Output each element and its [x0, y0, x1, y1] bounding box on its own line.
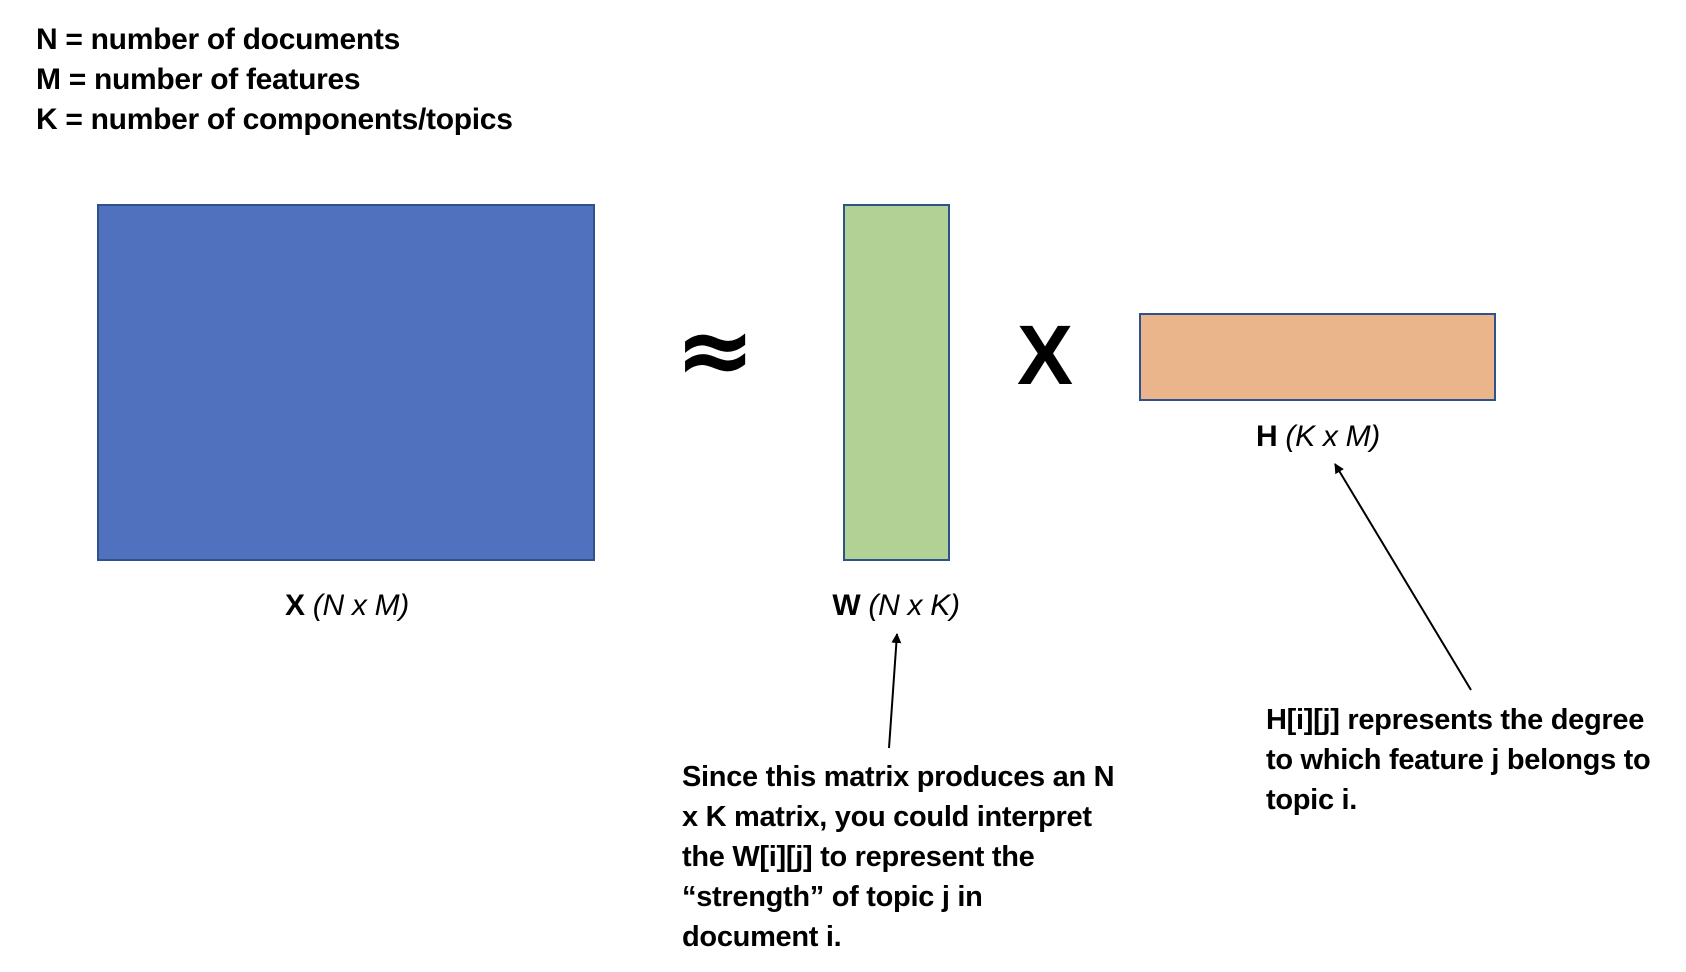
matrix-h-label: H (K x M) [1168, 419, 1468, 455]
definition-n: N = number of documents [36, 23, 400, 56]
matrix-x-name: X [285, 589, 305, 622]
approx-symbol: ≈ [675, 294, 756, 406]
annotation-h-explanation: H[i][j] represents the degree to which f… [1266, 704, 1651, 816]
matrix-w-label: W (N x K) [746, 588, 1046, 624]
arrow-to-h-label [1334, 463, 1472, 691]
matrix-h-rect [1139, 313, 1496, 401]
matrix-h-dims: (K x M) [1285, 420, 1380, 453]
matrix-w-name: W [832, 589, 861, 622]
matrix-w-rect [843, 204, 950, 561]
definitions: N = number of documents M = number of fe… [36, 20, 513, 140]
arrow-to-w-label [888, 633, 902, 749]
definition-k: K = number of components/topics [36, 103, 513, 136]
multiply-symbol: X [1016, 308, 1074, 402]
annotation-w-explanation: Since this matrix produces an N x K matr… [682, 761, 1115, 953]
matrix-x-rect [97, 204, 595, 561]
matrix-h-name: H [1256, 420, 1278, 453]
definition-m: M = number of features [36, 63, 361, 96]
matrix-x-dims: (N x M) [312, 589, 410, 622]
matrix-w-dims: (N x K) [868, 589, 960, 622]
matrix-x-label: X (N x M) [197, 588, 497, 624]
